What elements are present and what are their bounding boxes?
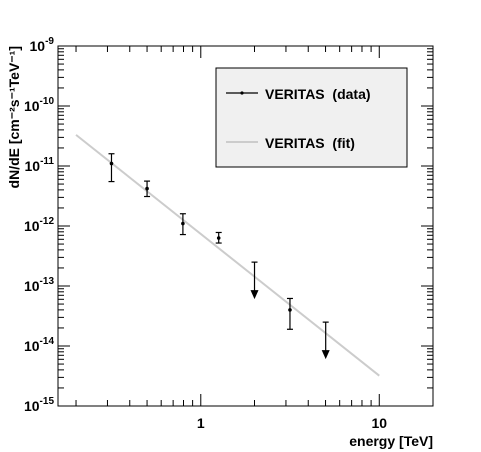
x-tick-label: 1 xyxy=(197,415,205,431)
data-point xyxy=(179,213,186,236)
data-marker xyxy=(181,221,185,226)
legend-box xyxy=(215,67,408,168)
y-tick-label: 10-12 xyxy=(24,216,54,234)
data-marker xyxy=(288,308,292,312)
fit-series xyxy=(75,134,380,377)
upper-limit xyxy=(321,321,330,360)
legend: VERITAS (data) VERITAS (fit) xyxy=(215,67,408,168)
y-tick-label: 10-10 xyxy=(24,96,54,114)
y-tick-label: 10-11 xyxy=(25,156,55,174)
data-point xyxy=(144,180,151,198)
x-axis-label: energy [TeV] xyxy=(349,433,433,449)
data-point xyxy=(286,297,293,330)
data-marker xyxy=(145,186,149,191)
y-axis-label: dN/dE [cm⁻²s⁻¹TeV⁻¹] xyxy=(6,46,22,188)
fit-line xyxy=(75,134,380,377)
y-tick-label: 10-13 xyxy=(24,276,54,294)
legend-fit-label: VERITAS (fit) xyxy=(265,135,355,151)
y-tick-labels: 10-9 10-10 10-11 10-12 10-13 10-14 10-15 xyxy=(24,36,54,414)
axis-ticks xyxy=(58,46,434,407)
y-tick-label: 10-9 xyxy=(30,36,55,54)
legend-data-marker xyxy=(240,91,244,95)
upper-limit xyxy=(250,261,259,300)
legend-data-label: VERITAS (data) xyxy=(265,86,371,102)
data-series xyxy=(108,153,330,360)
upper-limit-arrowhead xyxy=(321,350,330,360)
x-tick-label: 10 xyxy=(371,415,387,431)
y-tick-label: 10-14 xyxy=(24,336,54,354)
x-tick-labels: 1 10 xyxy=(197,415,387,431)
data-marker xyxy=(109,161,114,166)
data-marker xyxy=(216,236,221,240)
upper-limit-arrowhead xyxy=(250,290,259,300)
data-point xyxy=(108,153,115,183)
data-point xyxy=(215,231,222,244)
y-tick-label: 10-15 xyxy=(24,396,54,414)
